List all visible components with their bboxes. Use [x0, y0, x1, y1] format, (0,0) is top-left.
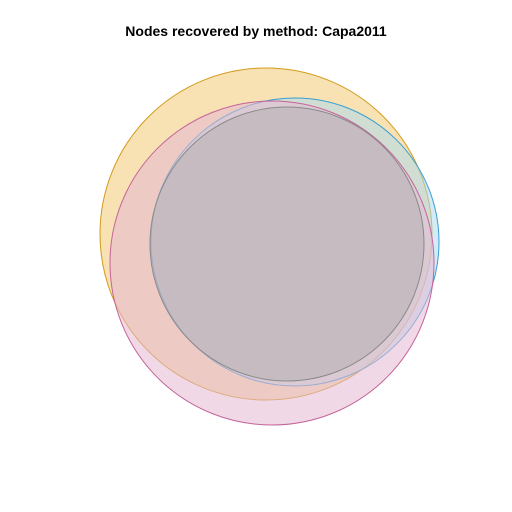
venn-set-pink-circle	[109, 100, 435, 426]
figure-title: Nodes recovered by method: Capa2011	[125, 23, 387, 39]
venn-set-gray-circle	[149, 106, 425, 382]
